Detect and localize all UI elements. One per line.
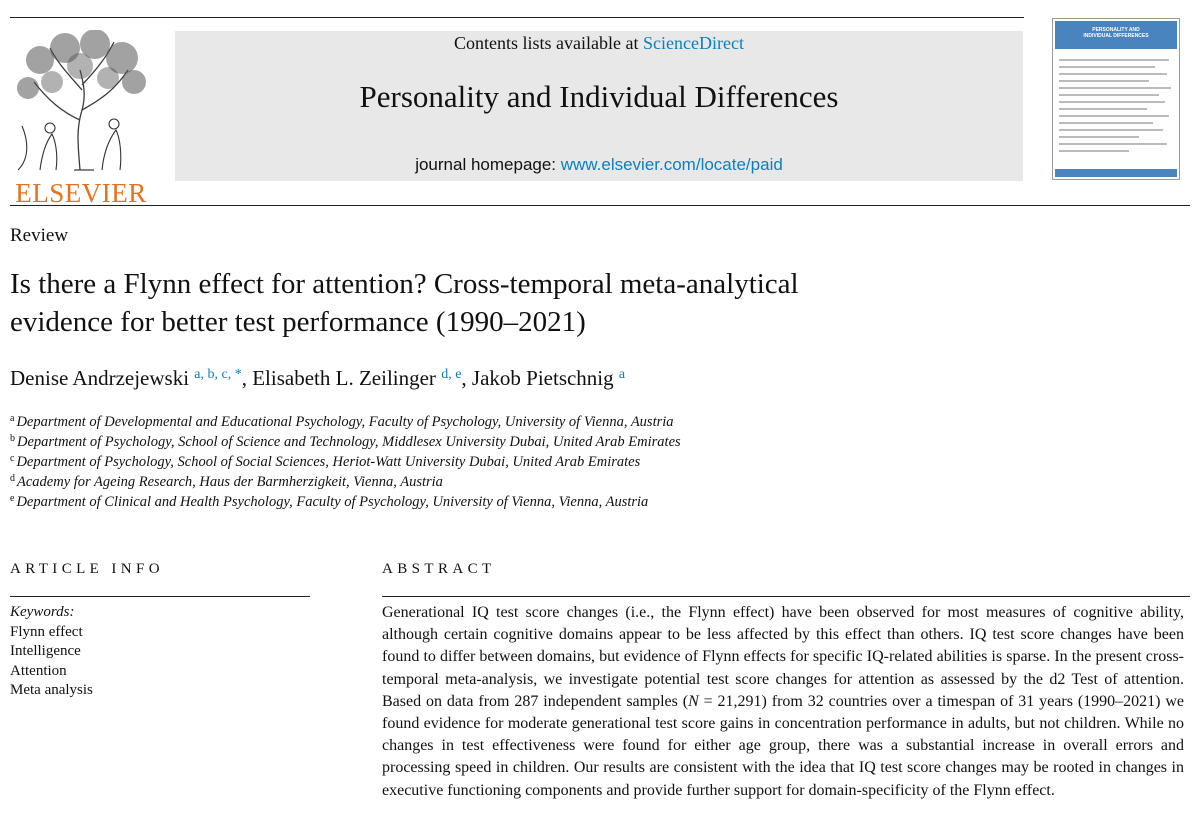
abstract-text-part-2: = 21,291) from 32 countries over a times… xyxy=(382,692,1185,799)
cover-header-band xyxy=(1055,21,1177,49)
affiliation-item: e Department of Clinical and Health Psych… xyxy=(10,489,681,510)
article-title-line-1: Is there a Flynn effect for attention? C… xyxy=(10,268,799,300)
publisher-wordmark: ELSEVIER xyxy=(15,178,147,208)
article-info-rule xyxy=(10,596,310,597)
homepage-prefix: journal homepage: xyxy=(415,155,561,174)
article-title: Is there a Flynn effect for attention? C… xyxy=(10,265,970,341)
author-name[interactable]: Denise Andrzejewski xyxy=(10,366,190,390)
affiliation-text: Department of Psychology, School of Soci… xyxy=(16,454,641,470)
affiliation-mark: a xyxy=(10,413,15,424)
affiliation-mark: c xyxy=(10,453,15,464)
author-affiliation-marks[interactable]: d, e xyxy=(441,367,462,382)
affiliation-item: a Department of Developmental and Educati… xyxy=(10,409,681,430)
affiliation-mark: b xyxy=(10,433,15,444)
abstract-heading: ABSTRACT xyxy=(382,561,496,577)
cover-title: PERSONALITY AND INDIVIDUAL DIFFERENCES xyxy=(1057,27,1175,39)
journal-masthead: Contents lists available at ScienceDirec… xyxy=(175,31,1023,181)
keyword-item: Attention xyxy=(10,662,67,679)
abstract-body: Generational IQ test score changes (i.e.… xyxy=(382,602,1184,802)
affiliation-list: a Department of Developmental and Educati… xyxy=(10,409,681,510)
journal-homepage-line: journal homepage: www.elsevier.com/locat… xyxy=(175,155,1023,175)
author-affiliation-marks[interactable]: a xyxy=(618,367,626,382)
top-rule xyxy=(10,17,1024,18)
affiliation-text: Department of Psychology, School of Scie… xyxy=(17,434,681,450)
abstract-text-part-1: Generational IQ test score changes (i.e.… xyxy=(382,604,1184,710)
author-name[interactable]: Jakob Pietschnig xyxy=(471,366,614,390)
elsevier-logo[interactable]: ELSEVIER xyxy=(10,30,152,208)
contents-availability-line: Contents lists available at ScienceDirec… xyxy=(175,33,1023,54)
contents-prefix: Contents lists available at xyxy=(454,33,643,53)
affiliation-item: c Department of Psychology, School of Soc… xyxy=(10,449,681,470)
article-info-heading: ARTICLE INFO xyxy=(10,561,164,577)
keywords-label: Keywords: xyxy=(10,604,75,620)
affiliation-text: Academy for Ageing Research, Haus der Ba… xyxy=(17,474,443,490)
sciencedirect-link[interactable]: ScienceDirect xyxy=(643,33,744,53)
affiliation-text: Department of Clinical and Health Psycho… xyxy=(16,494,649,510)
sample-size-symbol: N xyxy=(688,692,699,710)
header-rule xyxy=(10,205,1190,206)
keywords-block: Keywords: Flynn effect Intelligence Atte… xyxy=(10,603,93,701)
tree-of-knowledge-icon xyxy=(17,30,146,171)
author-name[interactable]: Elisabeth L. Zeilinger xyxy=(252,366,436,390)
affiliation-item: b Department of Psychology, School of Sci… xyxy=(10,429,681,450)
affiliation-text: Department of Developmental and Educatio… xyxy=(16,414,674,430)
journal-cover-thumbnail[interactable]: PERSONALITY AND INDIVIDUAL DIFFERENCES xyxy=(1052,18,1180,180)
affiliation-item: d Academy for Ageing Research, Haus der B… xyxy=(10,469,681,490)
author-separator: , xyxy=(241,366,253,390)
abstract-rule xyxy=(382,596,1190,597)
article-type: Review xyxy=(10,225,69,246)
keyword-item: Meta analysis xyxy=(10,682,93,698)
author-list: Denise Andrzejewski a, b, c, *, Elisabet… xyxy=(10,366,625,391)
affiliation-mark: d xyxy=(10,473,15,484)
cover-title-line-2: INDIVIDUAL DIFFERENCES xyxy=(1083,33,1149,39)
author-separator: , xyxy=(461,366,472,390)
journal-title[interactable]: Personality and Individual Differences xyxy=(359,79,839,114)
article-title-line-2: evidence for better test performance (19… xyxy=(10,306,586,338)
journal-homepage-link[interactable]: www.elsevier.com/locate/paid xyxy=(560,155,783,174)
keyword-item: Flynn effect xyxy=(10,623,83,640)
affiliation-mark: e xyxy=(10,493,15,504)
keyword-item: Intelligence xyxy=(10,643,81,659)
cover-title-line-1: PERSONALITY AND xyxy=(1092,27,1140,33)
cover-footer-band xyxy=(1055,169,1177,177)
author-affiliation-marks[interactable]: a, b, c, * xyxy=(194,367,242,382)
cover-contents-lines xyxy=(1059,59,1171,157)
